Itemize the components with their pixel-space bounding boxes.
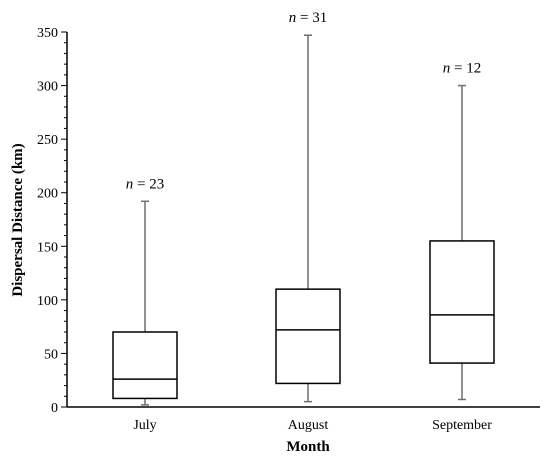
y-tick-label: 250 bbox=[37, 133, 58, 148]
sample-size-label: n = 12 bbox=[443, 61, 481, 77]
x-tick-label: July bbox=[133, 418, 156, 433]
boxes: n = 23 July n = 31 August n = 12 September bbox=[112, 10, 495, 433]
box-september: n = 12 September bbox=[429, 61, 495, 433]
x-axis-title: Month bbox=[286, 439, 330, 455]
y-tick-label: 200 bbox=[37, 187, 58, 202]
iqr-box bbox=[429, 240, 495, 364]
box-august: n = 31 August bbox=[275, 10, 341, 433]
y-tick-label: 100 bbox=[37, 294, 58, 309]
axes: 0 50 100 150 200 250 300 350 bbox=[37, 26, 540, 416]
y-tick-label: 300 bbox=[37, 80, 58, 95]
x-tick-label: August bbox=[288, 418, 329, 433]
iqr-box bbox=[112, 331, 178, 400]
y-tick-label: 50 bbox=[44, 347, 58, 362]
box-july: n = 23 July bbox=[112, 176, 178, 433]
y-axis-title: Dispersal Distance (km) bbox=[10, 143, 26, 296]
y-tick-label: 150 bbox=[37, 240, 58, 255]
x-tick-label: September bbox=[432, 418, 492, 433]
y-tick-label: 0 bbox=[51, 401, 58, 416]
iqr-box bbox=[275, 288, 341, 385]
y-tick-label: 350 bbox=[37, 26, 58, 41]
sample-size-label: n = 23 bbox=[126, 176, 164, 192]
sample-size-label: n = 31 bbox=[289, 10, 327, 26]
